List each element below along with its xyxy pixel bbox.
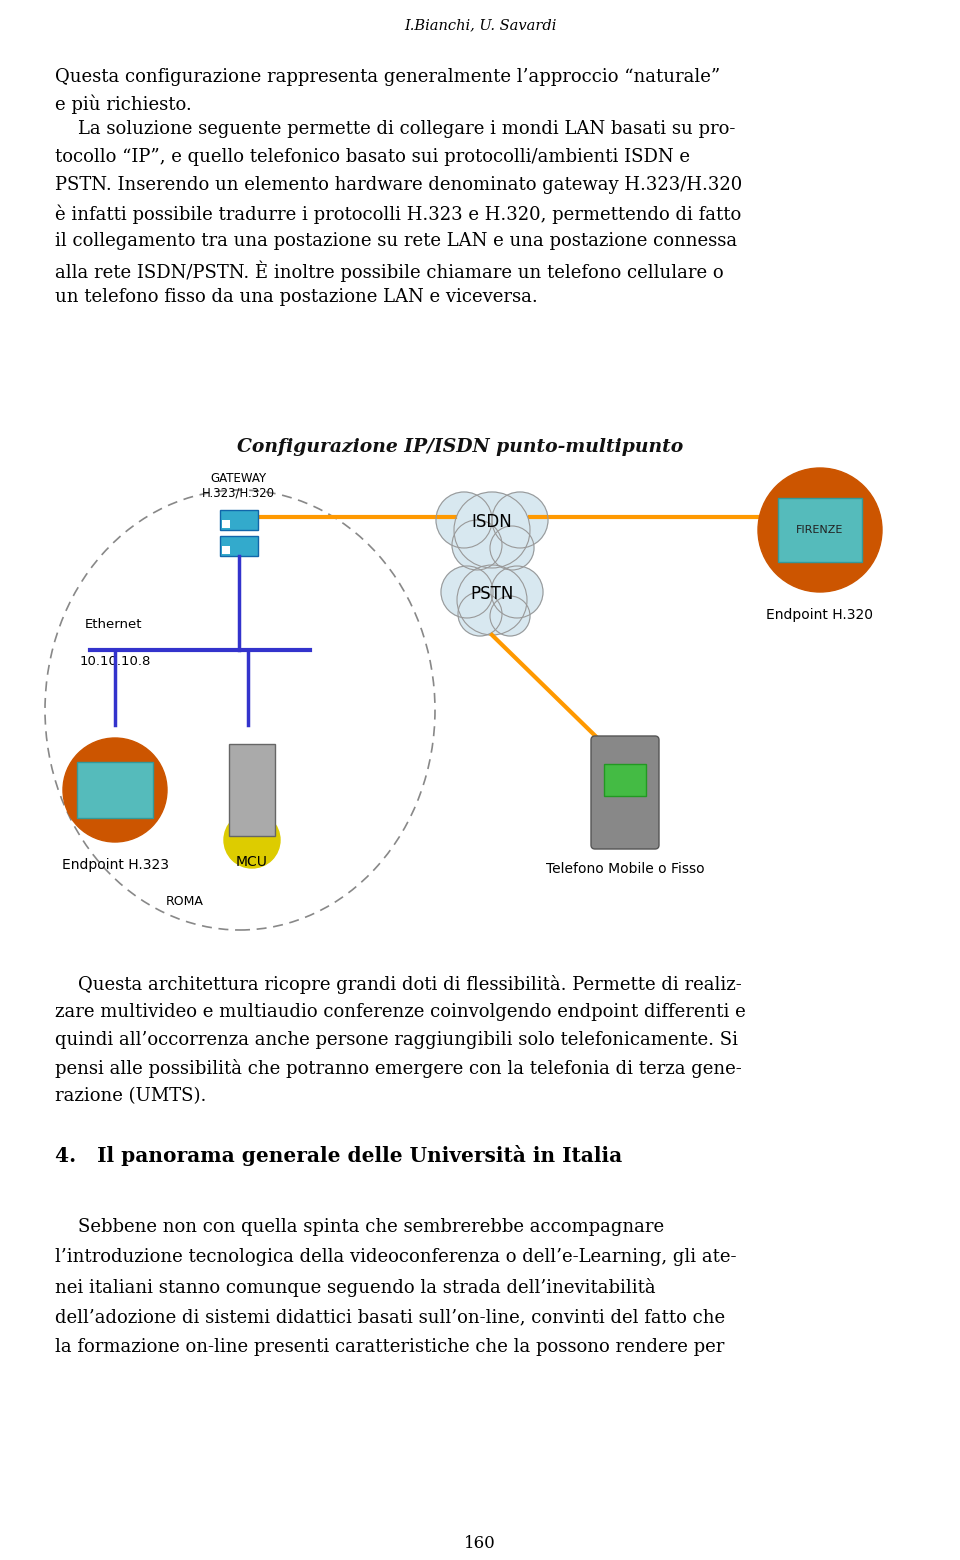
Text: alla rete ISDN/PSTN. È inoltre possibile chiamare un telefono cellulare o: alla rete ISDN/PSTN. È inoltre possibile… bbox=[55, 261, 724, 281]
Text: GATEWAY: GATEWAY bbox=[210, 473, 266, 485]
Text: Ethernet: Ethernet bbox=[85, 618, 142, 630]
Text: ISDN: ISDN bbox=[471, 513, 513, 530]
Text: PSTN. Inserendo un elemento hardware denominato gateway H.323/H.320: PSTN. Inserendo un elemento hardware den… bbox=[55, 176, 742, 193]
Circle shape bbox=[452, 519, 502, 569]
Text: Telefono Mobile o Fisso: Telefono Mobile o Fisso bbox=[545, 863, 705, 877]
Circle shape bbox=[436, 491, 492, 548]
Text: I.Bianchi, U. Savardi: I.Bianchi, U. Savardi bbox=[404, 19, 556, 33]
Text: Sebbene non con quella spinta che sembrerebbe accompagnare: Sebbene non con quella spinta che sembre… bbox=[55, 1218, 664, 1236]
Text: Endpoint H.323: Endpoint H.323 bbox=[61, 858, 169, 872]
FancyBboxPatch shape bbox=[229, 744, 275, 836]
Text: pensi alle possibilità che potranno emergere con la telefonia di terza gene-: pensi alle possibilità che potranno emer… bbox=[55, 1059, 742, 1078]
Text: dell’adozione di sistemi didattici basati sull’on-line, convinti del fatto che: dell’adozione di sistemi didattici basat… bbox=[55, 1307, 725, 1326]
Circle shape bbox=[491, 566, 543, 618]
Circle shape bbox=[224, 813, 280, 867]
Text: razione (UMTS).: razione (UMTS). bbox=[55, 1087, 206, 1104]
Circle shape bbox=[490, 526, 534, 569]
Text: ROMA: ROMA bbox=[166, 895, 204, 908]
Circle shape bbox=[457, 565, 527, 635]
Text: 10.10.10.8: 10.10.10.8 bbox=[80, 655, 152, 668]
Text: zare multivideo e multiaudio conferenze coinvolgendo endpoint differenti e: zare multivideo e multiaudio conferenze … bbox=[55, 1003, 746, 1020]
Text: la formazione on-line presenti caratteristiche che la possono rendere per: la formazione on-line presenti caratteri… bbox=[55, 1338, 725, 1356]
Circle shape bbox=[458, 591, 502, 636]
Circle shape bbox=[441, 566, 493, 618]
FancyBboxPatch shape bbox=[220, 510, 258, 530]
Text: nei italiani stanno comunque seguendo la strada dell’inevitabilità: nei italiani stanno comunque seguendo la… bbox=[55, 1278, 656, 1296]
Circle shape bbox=[492, 491, 548, 548]
Text: quindi all’occorrenza anche persone raggiungibili solo telefonicamente. Si: quindi all’occorrenza anche persone ragg… bbox=[55, 1031, 738, 1048]
Text: Questa architettura ricopre grandi doti di flessibilità. Permette di realiz-: Questa architettura ricopre grandi doti … bbox=[55, 975, 742, 994]
Text: un telefono fisso da una postazione LAN e viceversa.: un telefono fisso da una postazione LAN … bbox=[55, 289, 538, 306]
Text: tocollo “IP”, e quello telefonico basato sui protocolli/ambienti ISDN e: tocollo “IP”, e quello telefonico basato… bbox=[55, 148, 690, 165]
FancyBboxPatch shape bbox=[222, 546, 230, 554]
Circle shape bbox=[490, 596, 530, 636]
FancyBboxPatch shape bbox=[591, 736, 659, 849]
Text: 4.   Il panorama generale delle Università in Italia: 4. Il panorama generale delle Università… bbox=[55, 1145, 622, 1165]
Text: FIRENZE: FIRENZE bbox=[796, 526, 844, 535]
Text: l’introduzione tecnologica della videoconferenza o dell’e-Learning, gli ate-: l’introduzione tecnologica della videoco… bbox=[55, 1248, 736, 1267]
FancyBboxPatch shape bbox=[604, 764, 646, 796]
FancyBboxPatch shape bbox=[778, 498, 862, 562]
Text: La soluzione seguente permette di collegare i mondi LAN basati su pro-: La soluzione seguente permette di colleg… bbox=[55, 120, 735, 137]
Text: e più richiesto.: e più richiesto. bbox=[55, 94, 192, 114]
Circle shape bbox=[63, 738, 167, 842]
Text: H.323/H.320: H.323/H.320 bbox=[202, 487, 275, 499]
FancyBboxPatch shape bbox=[222, 519, 230, 527]
Text: Configurazione IP/ISDN punto-multipunto: Configurazione IP/ISDN punto-multipunto bbox=[237, 438, 684, 456]
Text: Endpoint H.320: Endpoint H.320 bbox=[766, 608, 874, 622]
Text: 160: 160 bbox=[464, 1535, 496, 1552]
Text: MCU: MCU bbox=[236, 855, 268, 869]
Text: il collegamento tra una postazione su rete LAN e una postazione connessa: il collegamento tra una postazione su re… bbox=[55, 232, 737, 250]
Text: Questa configurazione rappresenta generalmente l’approccio “naturale”: Questa configurazione rappresenta genera… bbox=[55, 69, 720, 86]
FancyBboxPatch shape bbox=[220, 537, 258, 555]
Circle shape bbox=[454, 491, 530, 568]
Circle shape bbox=[758, 468, 882, 591]
Text: è infatti possibile tradurre i protocolli H.323 e H.320, permettendo di fatto: è infatti possibile tradurre i protocoll… bbox=[55, 204, 741, 223]
Text: PSTN: PSTN bbox=[470, 585, 514, 604]
FancyBboxPatch shape bbox=[77, 761, 153, 817]
